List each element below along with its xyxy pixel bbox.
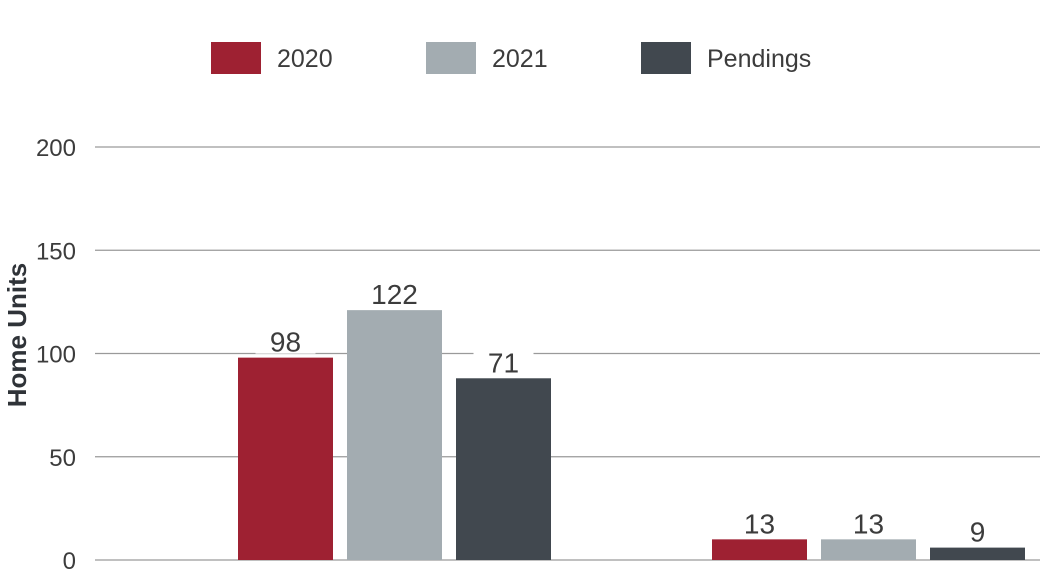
y-tick-label: 0 — [63, 548, 76, 575]
data-label-background — [947, 513, 1008, 544]
data-label-background — [838, 505, 899, 536]
data-label-background — [364, 276, 425, 307]
data-label: 71 — [488, 347, 519, 378]
bar-2021 — [821, 539, 916, 560]
data-label: 13 — [744, 508, 775, 539]
y-tick-label: 200 — [36, 135, 76, 162]
y-tick-label: 150 — [36, 238, 76, 265]
data-label-background — [255, 323, 316, 354]
data-label-background — [473, 344, 534, 375]
data-label: 122 — [371, 279, 418, 310]
legend-swatch-2021 — [426, 42, 476, 74]
data-label-background — [729, 505, 790, 536]
bar-2020 — [712, 539, 807, 560]
data-label: 9 — [970, 517, 986, 548]
bar-2021 — [347, 310, 442, 560]
y-tick-label: 50 — [49, 445, 76, 472]
data-label: 98 — [270, 327, 301, 358]
data-labels: 98 13 122 13 71 9 — [255, 276, 1008, 548]
legend: 2020 2021 Pendings — [211, 42, 811, 74]
y-axis-label: Home Units — [2, 263, 32, 407]
bar-pendings — [456, 378, 551, 560]
legend-label-2020: 2020 — [277, 45, 333, 73]
legend-swatch-2020 — [211, 42, 261, 74]
bar-2020 — [238, 357, 333, 560]
legend-label-2021: 2021 — [492, 45, 548, 73]
y-tick-label: 100 — [36, 342, 76, 369]
gridlines — [95, 146, 1040, 561]
bars — [238, 310, 1025, 560]
bar-pendings — [930, 547, 1025, 560]
data-label: 13 — [853, 508, 884, 539]
legend-label-pendings: Pendings — [707, 45, 811, 73]
legend-swatch-pendings — [641, 42, 691, 74]
y-axis-ticks: 0 50 100 150 200 — [36, 135, 76, 575]
